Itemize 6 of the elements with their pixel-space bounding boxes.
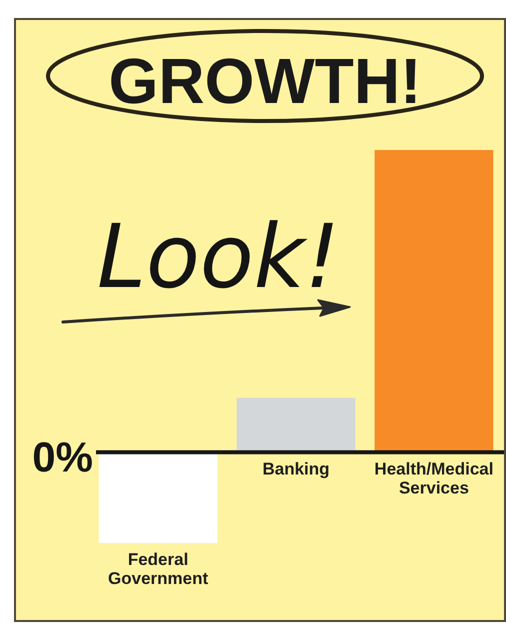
chart-title: GROWTH! [108, 45, 422, 117]
x-tick-label: Federal Government [108, 550, 208, 588]
text: 0% [32, 433, 93, 480]
annotation: Look! [97, 205, 340, 308]
x-tick-label: Banking [262, 459, 330, 478]
x-tick-label: Health/Medical Services [374, 459, 494, 498]
